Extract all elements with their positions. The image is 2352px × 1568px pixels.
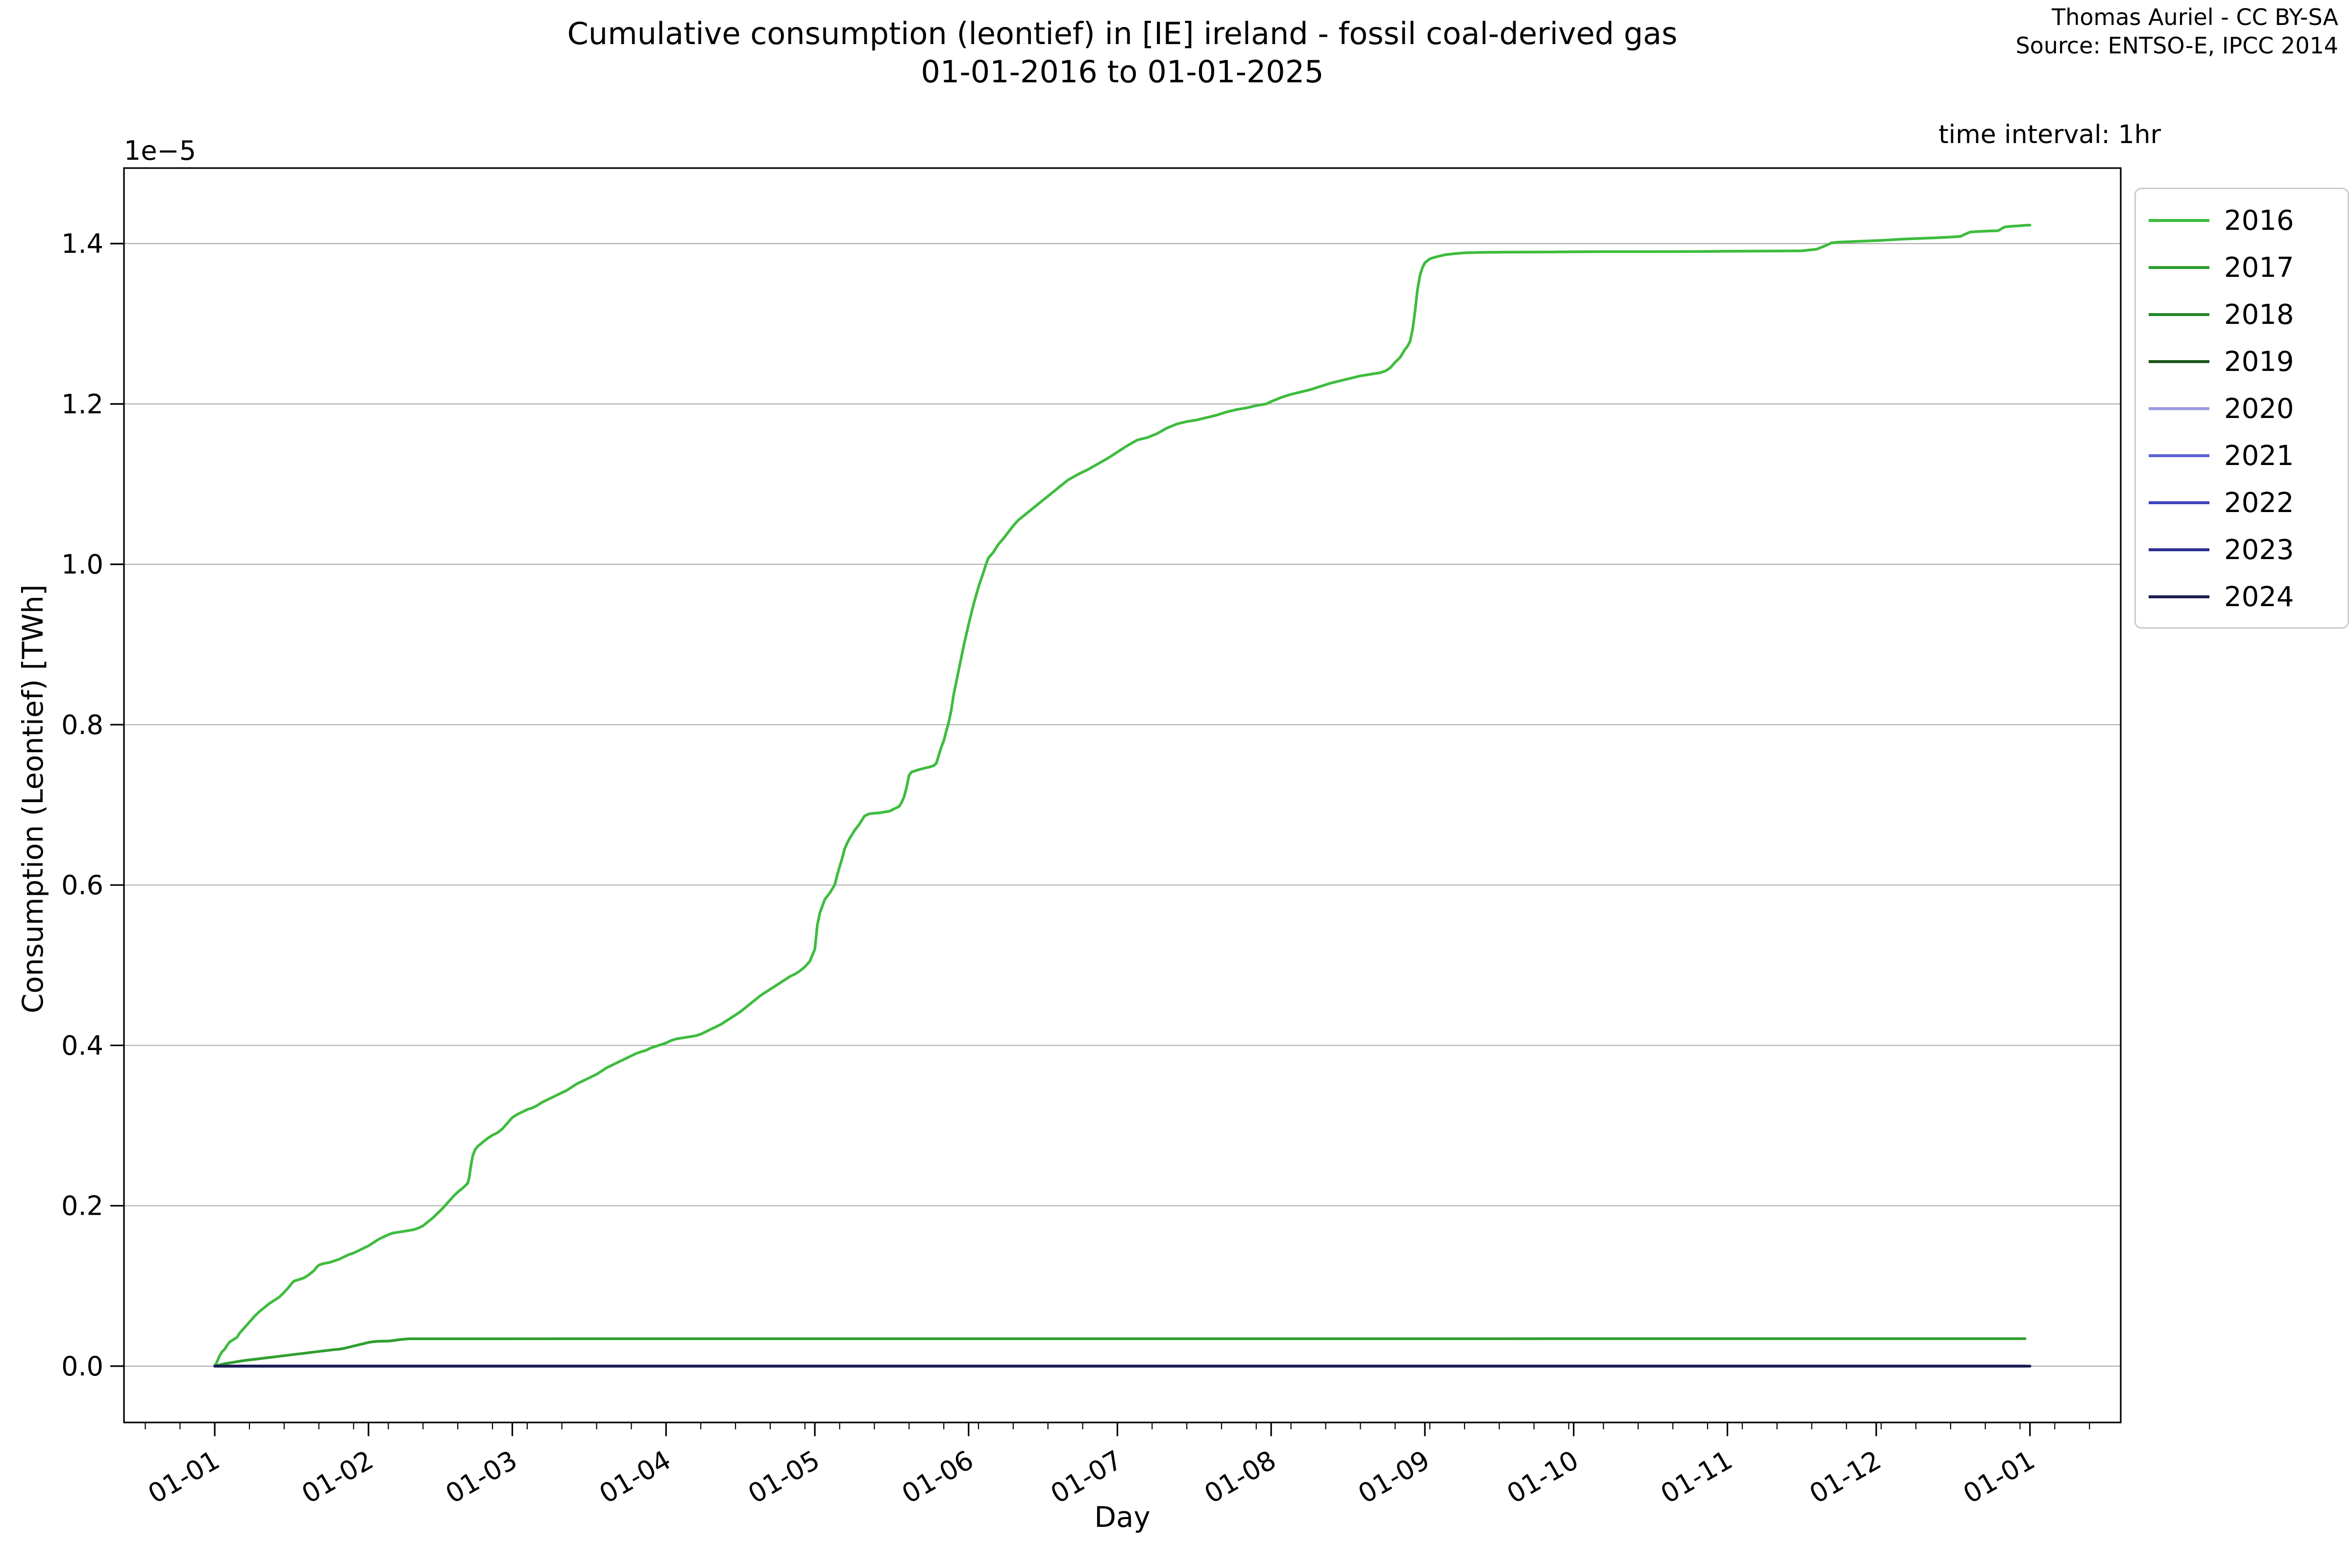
legend-item-2017: 2017 — [2149, 244, 2348, 291]
x-tick-label: 01-03 — [441, 1445, 522, 1510]
x-tick-label: 01-11 — [1655, 1445, 1737, 1510]
legend-label: 2019 — [2224, 345, 2294, 378]
legend-line-sample — [2149, 595, 2209, 598]
x-tick-label: 01-10 — [1502, 1445, 1584, 1510]
y-tick-label: 0.0 — [61, 1351, 103, 1382]
legend-line-sample — [2149, 266, 2209, 269]
legend-label: 2017 — [2224, 251, 2294, 284]
x-tick-label: 01-08 — [1199, 1445, 1281, 1510]
x-tick-label: 01-04 — [594, 1445, 676, 1510]
y-tick-label: 1.0 — [61, 549, 103, 580]
chart-title-line2: 01-01-2016 to 01-01-2025 — [921, 54, 1324, 90]
x-tick-label: 01-06 — [897, 1445, 979, 1510]
legend-line-sample — [2149, 548, 2209, 551]
legend-label: 2020 — [2224, 392, 2294, 425]
attribution-source: Source: ENTSO-E, IPCC 2014 — [2015, 32, 2338, 59]
time-interval-note: time interval: 1hr — [1938, 120, 2161, 149]
legend-label: 2022 — [2224, 487, 2294, 519]
y-axis-offset-text: 1e−5 — [124, 135, 196, 166]
legend-line-sample — [2149, 219, 2209, 222]
y-tick-label: 0.2 — [61, 1191, 103, 1222]
legend-label: 2018 — [2224, 298, 2294, 331]
x-axis-label: Day — [1094, 1500, 1151, 1534]
y-tick-label: 0.8 — [61, 710, 103, 740]
y-tick-label: 0.4 — [61, 1030, 103, 1061]
legend-line-sample — [2149, 454, 2209, 457]
legend-item-2024: 2024 — [2149, 573, 2348, 620]
legend-item-2023: 2023 — [2149, 526, 2348, 573]
legend-label: 2024 — [2224, 581, 2294, 613]
x-tick-label: 01-12 — [1804, 1445, 1886, 1510]
legend-label: 2016 — [2224, 204, 2294, 237]
x-tick-label: 01-01 — [1958, 1445, 2040, 1510]
x-tick-label: 01-05 — [743, 1445, 825, 1510]
legend-line-sample — [2149, 407, 2209, 410]
x-tick-label: 01-01 — [143, 1445, 224, 1510]
series-line-2016 — [213, 223, 2032, 1368]
attribution-author: Thomas Auriel - CC BY-SA — [2052, 4, 2338, 30]
attribution: Thomas Auriel - CC BY-SA Source: ENTSO-E… — [2015, 3, 2338, 60]
chart-title-line1: Cumulative consumption (leontief) in [IE… — [567, 16, 1678, 51]
x-tick-label: 01-07 — [1045, 1445, 1127, 1510]
y-tick-label: 1.2 — [61, 389, 103, 419]
legend-item-2022: 2022 — [2149, 479, 2348, 526]
legend: 2016 2017 2018 2019 2020 2021 2022 2023 2024 — [2134, 188, 2349, 629]
x-tick-label: 01-09 — [1353, 1445, 1435, 1510]
legend-item-2020: 2020 — [2149, 385, 2348, 432]
legend-item-2018: 2018 — [2149, 291, 2348, 338]
legend-line-sample — [2149, 313, 2209, 316]
chart-title: Cumulative consumption (leontief) in [IE… — [124, 15, 2121, 91]
axes-spines — [123, 167, 2122, 1423]
legend-line-sample — [2149, 360, 2209, 363]
legend-line-sample — [2149, 501, 2209, 504]
legend-item-2021: 2021 — [2149, 432, 2348, 479]
legend-label: 2021 — [2224, 440, 2294, 472]
x-tick-label: 01-02 — [296, 1445, 378, 1510]
legend-item-2019: 2019 — [2149, 338, 2348, 385]
legend-label: 2023 — [2224, 534, 2294, 566]
legend-item-2016: 2016 — [2149, 197, 2348, 244]
y-tick-label: 1.4 — [61, 228, 103, 259]
y-tick-label: 0.6 — [61, 870, 103, 901]
series-line-2017 — [213, 1337, 2027, 1368]
